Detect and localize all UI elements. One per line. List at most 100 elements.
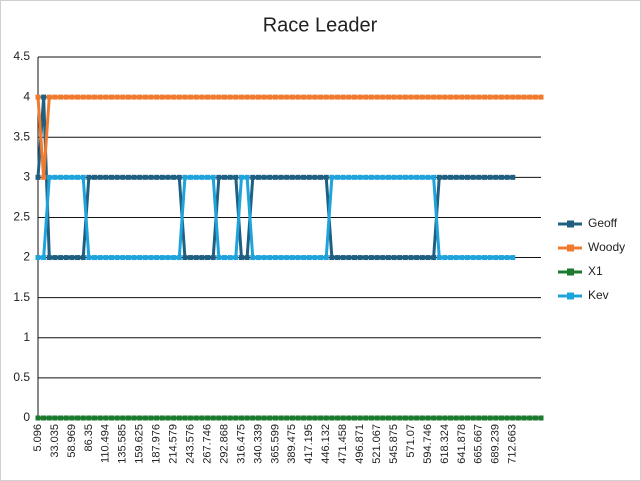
series-marker bbox=[453, 255, 459, 261]
series-marker bbox=[431, 255, 437, 261]
series-marker bbox=[380, 94, 386, 100]
series-marker bbox=[238, 174, 244, 180]
series-marker bbox=[431, 415, 437, 421]
series-marker bbox=[318, 94, 324, 100]
x-tick-label: 58.969 bbox=[66, 424, 78, 458]
series-marker bbox=[329, 174, 335, 180]
series-marker bbox=[222, 174, 228, 180]
series-marker bbox=[357, 174, 363, 180]
series-marker bbox=[329, 255, 335, 261]
series-marker bbox=[504, 255, 510, 261]
series-marker bbox=[351, 255, 357, 261]
series-marker bbox=[176, 415, 182, 421]
series-marker bbox=[397, 255, 403, 261]
x-tick-label: 471.458 bbox=[337, 424, 349, 464]
x-tick-label: 417.195 bbox=[303, 424, 315, 464]
series-marker bbox=[216, 255, 222, 261]
series-marker bbox=[312, 415, 318, 421]
series-marker bbox=[346, 174, 352, 180]
series-marker bbox=[125, 94, 131, 100]
series-marker bbox=[465, 174, 471, 180]
series-marker bbox=[470, 415, 476, 421]
series-marker bbox=[171, 94, 177, 100]
series-marker bbox=[414, 255, 420, 261]
series-marker bbox=[295, 255, 301, 261]
series-marker bbox=[108, 255, 114, 261]
series-marker bbox=[357, 255, 363, 261]
series-marker bbox=[318, 415, 324, 421]
series-marker bbox=[374, 94, 380, 100]
series-marker bbox=[199, 94, 205, 100]
series-marker bbox=[267, 255, 273, 261]
series-marker bbox=[346, 415, 352, 421]
series-marker bbox=[52, 94, 58, 100]
series-marker bbox=[306, 174, 312, 180]
series-marker bbox=[408, 94, 414, 100]
series-marker bbox=[487, 415, 493, 421]
series-marker bbox=[436, 174, 442, 180]
series-marker bbox=[261, 174, 267, 180]
series-marker bbox=[52, 255, 58, 261]
series-marker bbox=[69, 94, 75, 100]
series-marker bbox=[233, 94, 239, 100]
series-marker bbox=[86, 174, 92, 180]
series-marker bbox=[114, 415, 120, 421]
series-marker bbox=[470, 94, 476, 100]
series-marker bbox=[41, 94, 47, 100]
series-marker bbox=[442, 255, 448, 261]
series-marker bbox=[425, 94, 431, 100]
series-marker bbox=[255, 255, 261, 261]
series-marker bbox=[69, 255, 75, 261]
series-marker bbox=[493, 255, 499, 261]
legend-label: X1 bbox=[588, 264, 603, 278]
series-marker bbox=[97, 255, 103, 261]
series-marker bbox=[233, 415, 239, 421]
series-marker bbox=[329, 94, 335, 100]
series-marker bbox=[289, 415, 295, 421]
series-marker bbox=[385, 94, 391, 100]
series-marker bbox=[487, 94, 493, 100]
series-marker bbox=[453, 415, 459, 421]
series-marker bbox=[278, 174, 284, 180]
series-marker bbox=[363, 174, 369, 180]
series-marker bbox=[408, 174, 414, 180]
series-marker bbox=[465, 94, 471, 100]
series-marker bbox=[97, 415, 103, 421]
series-marker bbox=[171, 255, 177, 261]
series-marker bbox=[414, 94, 420, 100]
series-marker bbox=[193, 174, 199, 180]
series-marker bbox=[312, 94, 318, 100]
series-marker bbox=[459, 94, 465, 100]
series-marker bbox=[193, 415, 199, 421]
series-marker bbox=[481, 174, 487, 180]
series-marker bbox=[301, 174, 307, 180]
series-marker bbox=[504, 174, 510, 180]
series-marker bbox=[227, 415, 233, 421]
series-marker bbox=[131, 174, 137, 180]
series-marker bbox=[301, 415, 307, 421]
series-marker bbox=[318, 174, 324, 180]
series-marker bbox=[171, 174, 177, 180]
series-marker bbox=[142, 174, 148, 180]
x-tick-label: 292.868 bbox=[218, 424, 230, 464]
y-tick-label: 1 bbox=[23, 330, 30, 344]
series-marker bbox=[346, 255, 352, 261]
series-marker bbox=[250, 255, 256, 261]
series-marker bbox=[182, 94, 188, 100]
series-marker bbox=[227, 174, 233, 180]
series-marker bbox=[227, 255, 233, 261]
series-marker bbox=[125, 174, 131, 180]
series-marker bbox=[210, 415, 216, 421]
series-marker bbox=[538, 94, 544, 100]
series-marker bbox=[188, 415, 194, 421]
series-marker bbox=[210, 255, 216, 261]
series-marker bbox=[368, 255, 374, 261]
series-marker bbox=[267, 94, 273, 100]
series-marker bbox=[120, 255, 126, 261]
series-marker bbox=[284, 174, 290, 180]
series-marker bbox=[527, 94, 533, 100]
series-marker bbox=[487, 174, 493, 180]
x-tick-label: 641.878 bbox=[456, 424, 468, 464]
series-marker bbox=[363, 255, 369, 261]
series-marker bbox=[131, 255, 137, 261]
